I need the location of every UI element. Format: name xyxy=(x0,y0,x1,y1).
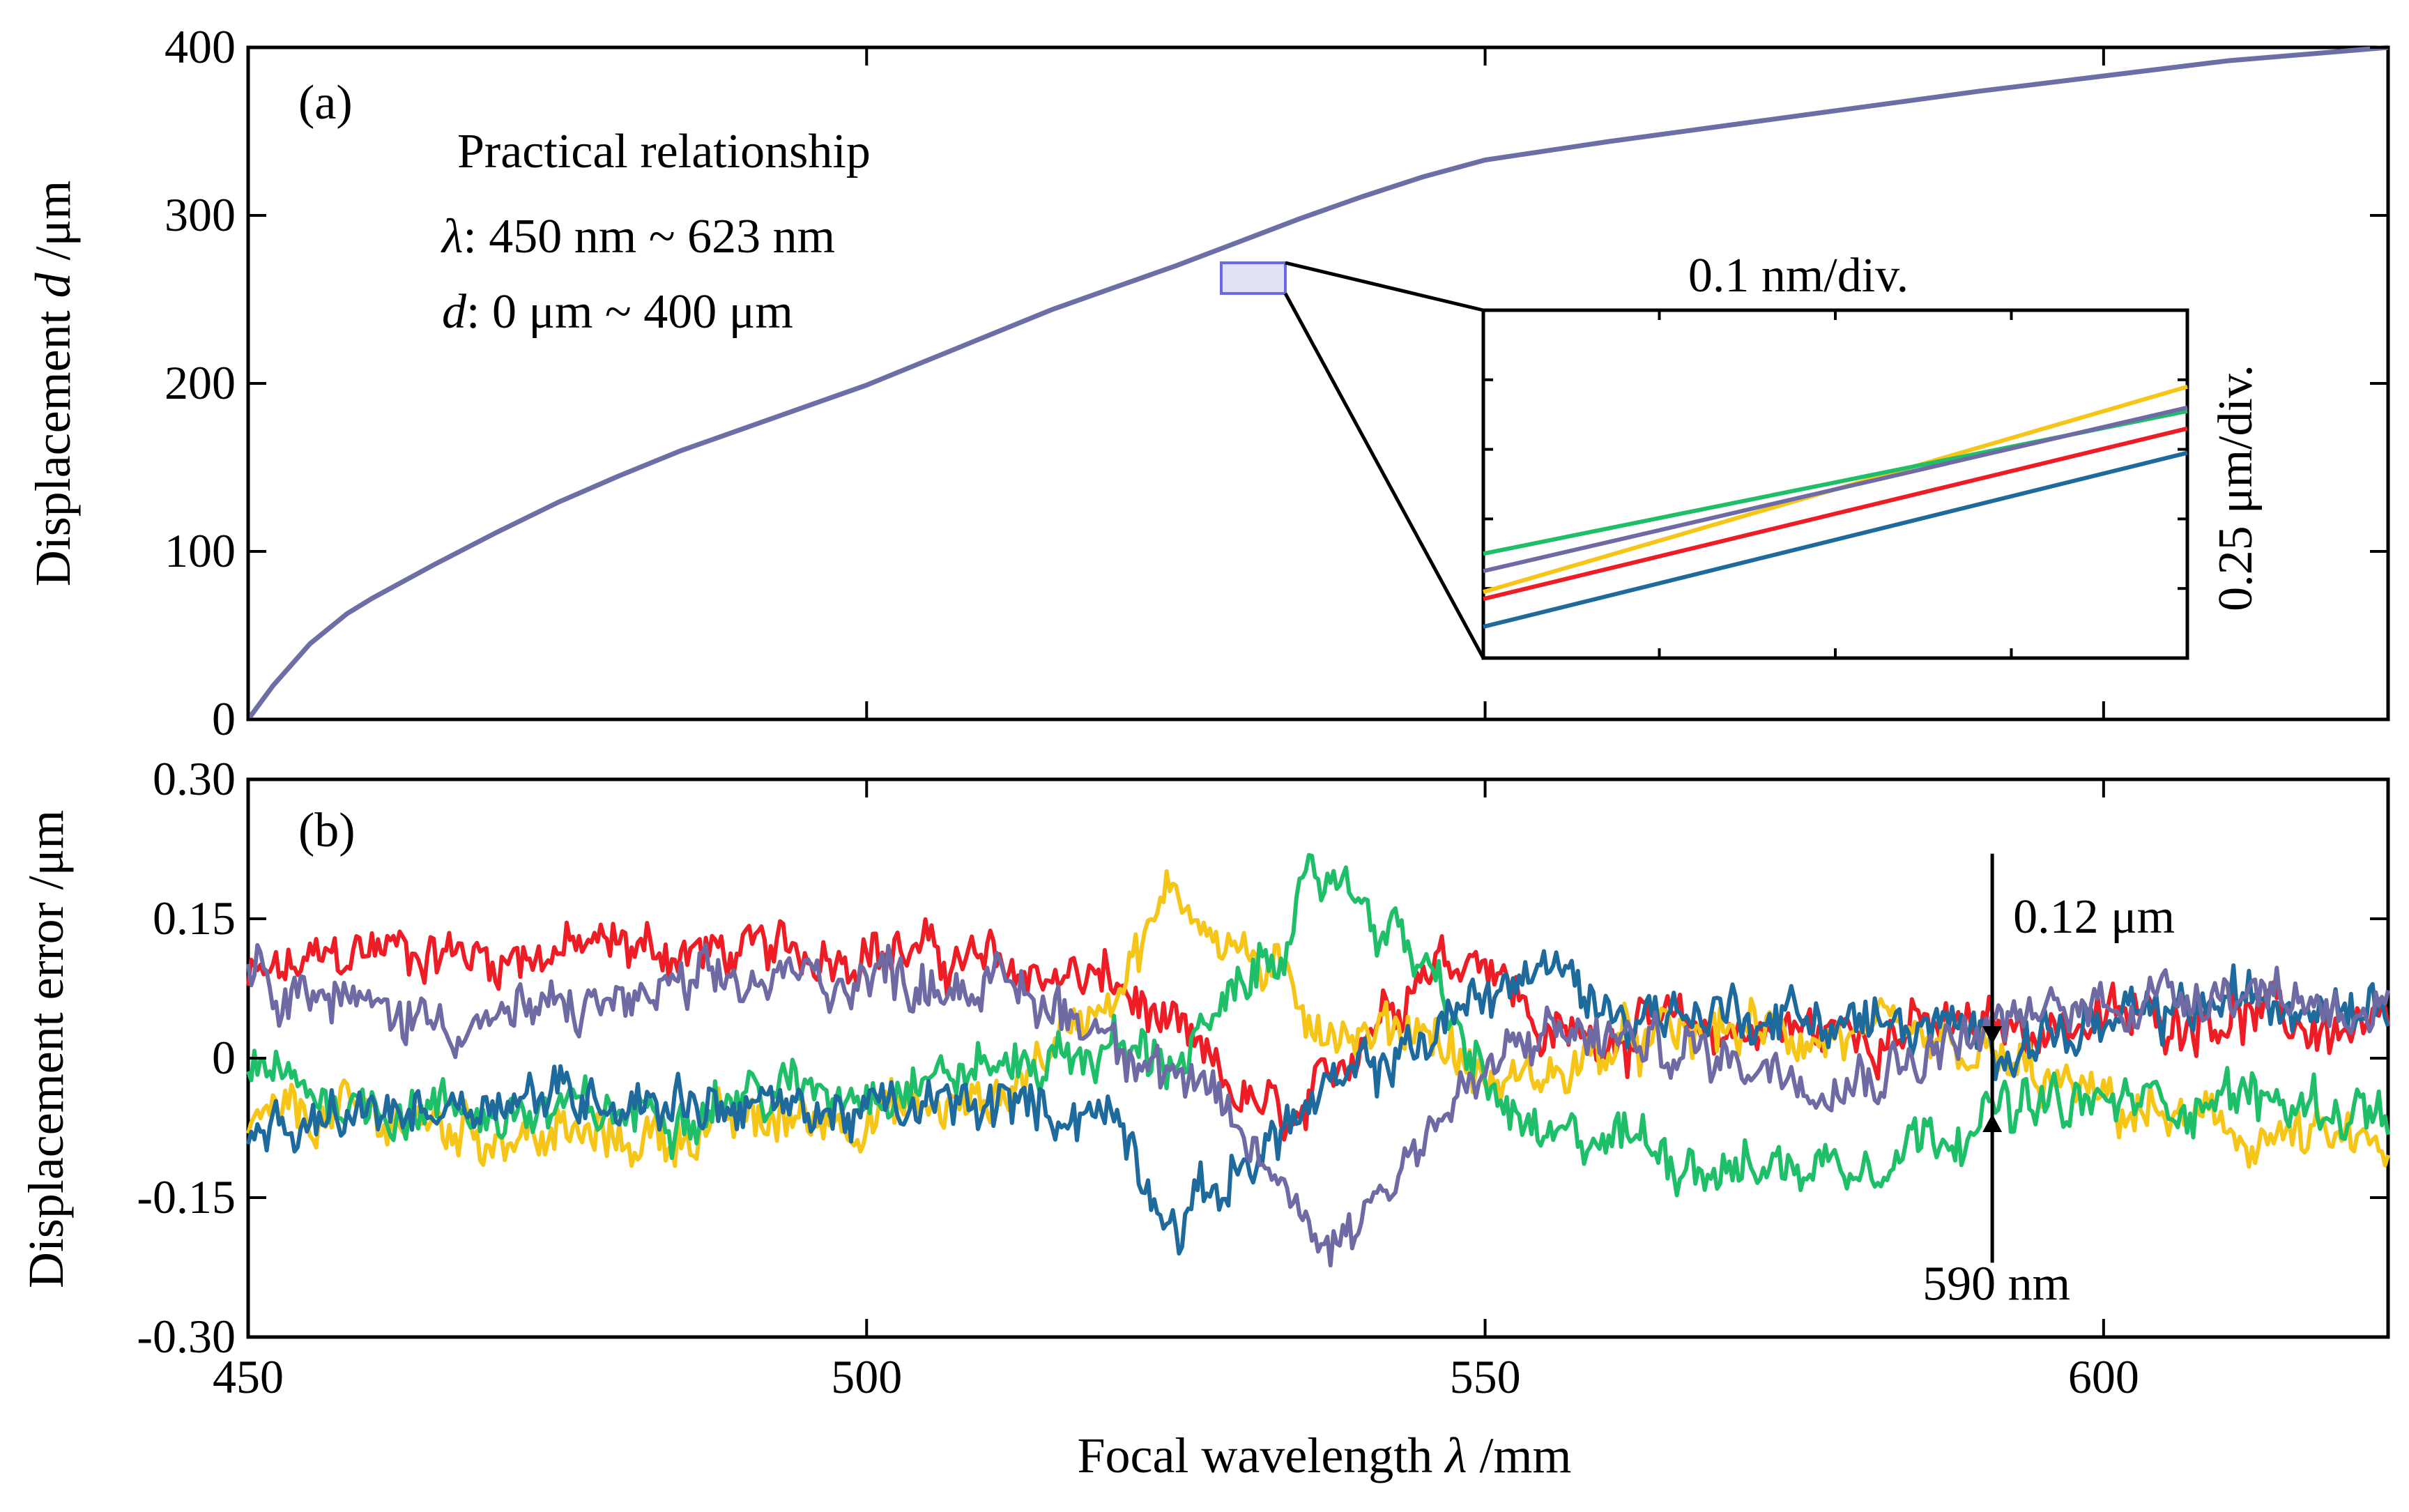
panel-b-label: (b) xyxy=(298,804,355,857)
inset-series-blue xyxy=(1483,450,2188,629)
annotation-title: Practical relationship xyxy=(457,125,871,178)
marker-bottom-label: 590 nm xyxy=(1922,1258,2070,1311)
panel-b-series-purple xyxy=(246,942,2390,1268)
panel-a-y-tick-label: 300 xyxy=(165,188,236,241)
annotation-lambda-range: λ: 450 nm ~ 623 nm xyxy=(441,210,835,264)
panel-b-y-tick-label: -0.30 xyxy=(137,1310,236,1363)
inset-ticks xyxy=(1483,310,2187,658)
inset-series-purple xyxy=(1483,405,2188,574)
zoom-region-box xyxy=(1220,261,1287,295)
annotation-lambda-symbol: λ xyxy=(441,210,463,264)
inset-x-scale-label: 0.1 nm/div. xyxy=(1688,249,1909,303)
panel-b-series-group xyxy=(246,853,2390,1268)
annotation-d-symbol: d xyxy=(442,285,467,339)
panel-b-series-red xyxy=(246,917,2390,1142)
panel-a-y-tick-label: 200 xyxy=(165,356,236,409)
inset-series-red xyxy=(1483,426,2188,602)
panel-b-y-ticks: -0.30 -0.15 0 0.15 0.30 xyxy=(137,752,2388,1363)
panel-a-y-axis-title: Displacement d /μm xyxy=(25,181,81,586)
panel-b-series-yellow xyxy=(246,869,2390,1169)
inset-series-group xyxy=(1483,384,2188,629)
annotation-lambda-text: : 450 nm ~ 623 nm xyxy=(463,210,835,264)
zoom-connector-bottom xyxy=(1283,292,1485,659)
x-tick-label: 600 xyxy=(2068,1350,2139,1403)
panel-b-y-axis-title: Displacement error /μm xyxy=(18,810,74,1288)
panel-a-series-group xyxy=(246,45,2389,721)
marker-group: 0.12 μm 590 nm xyxy=(1922,853,2175,1311)
x-tick-label: 450 xyxy=(213,1350,284,1403)
panel-a-label: (a) xyxy=(298,76,353,130)
marker-top-label: 0.12 μm xyxy=(2013,890,2175,944)
annotation-d-range: d: 0 μm ~ 400 μm xyxy=(442,285,793,339)
panel-a-y-tick-label: 400 xyxy=(165,20,236,73)
panel-b-x-ticks: 450 500 550 600 xyxy=(213,47,2139,1403)
x-axis-title: Focal wavelength λ /mm xyxy=(1077,1428,1571,1483)
annotation-d-text: : 0 μm ~ 400 μm xyxy=(466,285,793,339)
panel-b-y-tick-label: 0 xyxy=(212,1031,236,1084)
panel-b-y-tick-label: -0.15 xyxy=(137,1170,236,1223)
panel-b-y-tick-label: 0.15 xyxy=(153,892,236,945)
panel-a-series-relationship xyxy=(246,45,2389,721)
marker-arrow-up xyxy=(1982,1114,2003,1132)
panel-b-y-tick-label: 0.30 xyxy=(153,752,236,805)
x-tick-label: 550 xyxy=(1450,1350,1521,1403)
panel-b-series-blue xyxy=(246,949,2390,1256)
panel-a-y-tick-label: 0 xyxy=(212,692,236,745)
zoom-connector-top xyxy=(1285,261,1484,312)
panel-a-y-tick-label: 100 xyxy=(165,524,236,577)
marker-arrow-down xyxy=(1982,1026,2003,1044)
panel-a-y-ticks: 0 100 200 300 400 xyxy=(165,20,2388,745)
inset-y-scale-label: 0.25 μm/div. xyxy=(2209,365,2263,611)
x-tick-label: 500 xyxy=(831,1350,902,1403)
